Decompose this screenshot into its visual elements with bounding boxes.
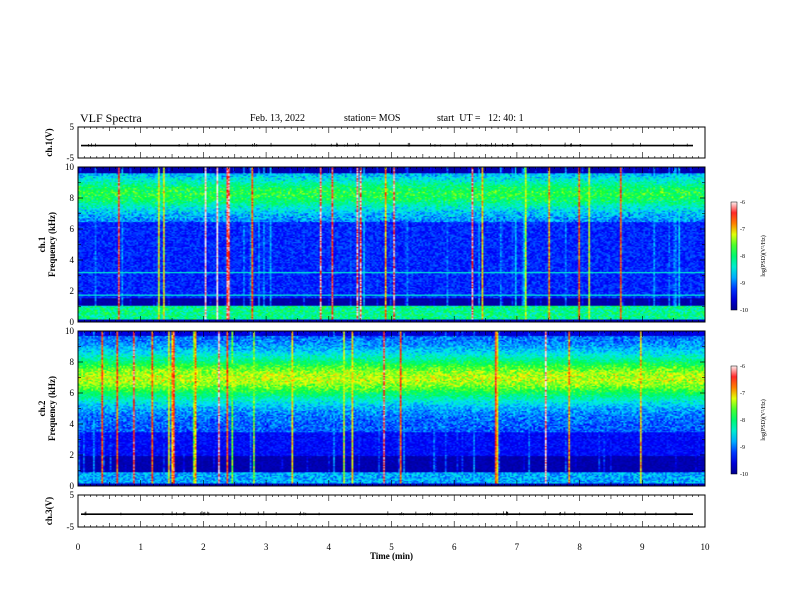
x-tick-label: 2 xyxy=(201,542,206,552)
colorbar-tick-label: -10 xyxy=(740,472,748,478)
y-tick-label: 10 xyxy=(65,326,75,336)
x-tick-label: 0 xyxy=(76,542,81,552)
x-tick-label: 1 xyxy=(138,542,143,552)
colorbar-tick-label: -7 xyxy=(740,391,745,397)
y-tick-label: 5 xyxy=(70,490,75,500)
ch1-waveform-panel xyxy=(77,126,706,159)
colorbar-tick-label: -7 xyxy=(740,227,745,233)
y-tick-label: -5 xyxy=(67,522,75,532)
ch1-spectrogram-heatmap xyxy=(78,167,705,322)
ch2-spectrogram-panel xyxy=(77,330,738,487)
y-tick-label: 4 xyxy=(70,255,75,265)
colorbar-tick-label: -9 xyxy=(740,445,745,451)
x-tick-label: 9 xyxy=(640,542,645,552)
x-tick-label: 3 xyxy=(264,542,269,552)
y-tick-label: 0 xyxy=(70,481,75,491)
colorbar-tick-label: -10 xyxy=(740,308,748,314)
colorbar-label: log(PSD)(V²/Hz) xyxy=(760,235,767,276)
colorbar-tick-label: -8 xyxy=(740,418,745,424)
colorbar-label: log(PSD)(V²/Hz) xyxy=(760,399,767,440)
y-tick-label: 2 xyxy=(70,450,75,460)
colorbar-tick-label: -6 xyxy=(740,364,745,370)
station-label: station= MOS xyxy=(344,113,401,124)
y-tick-label: 8 xyxy=(70,193,75,203)
colorbar xyxy=(730,201,738,311)
colorbar-tick-label: -6 xyxy=(740,200,745,206)
y-axis-label: Frequency (kHz) xyxy=(47,376,57,441)
x-tick-label: 10 xyxy=(701,542,711,552)
y-axis-label: ch.1(V) xyxy=(44,128,54,156)
x-axis-label: Time (min) xyxy=(370,551,413,561)
colorbar xyxy=(730,365,738,475)
y-axis-label: ch.1 xyxy=(37,236,47,252)
x-tick-label: 4 xyxy=(327,542,332,552)
start-time-label: start UT = 12: 40: 1 xyxy=(437,113,524,124)
x-tick-label: 6 xyxy=(452,542,457,552)
y-tick-label: 4 xyxy=(70,419,75,429)
ch3-waveform-panel xyxy=(77,494,706,528)
y-axis-label: ch.2 xyxy=(37,400,47,416)
y-tick-label: 5 xyxy=(70,122,75,132)
y-tick-label: 0 xyxy=(70,317,75,327)
colorbar-tick-label: -8 xyxy=(740,254,745,260)
y-tick-label: 2 xyxy=(70,286,75,296)
date-label: Feb. 13, 2022 xyxy=(250,113,305,124)
y-axis-label: Frequency (kHz) xyxy=(47,212,57,277)
x-tick-label: 8 xyxy=(577,542,582,552)
ch2-spectrogram-heatmap xyxy=(78,331,705,486)
y-tick-label: 6 xyxy=(70,388,75,398)
y-tick-label: -5 xyxy=(67,153,75,163)
x-tick-label: 5 xyxy=(389,542,394,552)
y-tick-label: 6 xyxy=(70,224,75,234)
y-tick-label: 10 xyxy=(65,162,75,172)
y-tick-label: 8 xyxy=(70,357,75,367)
ch1-spectrogram-panel xyxy=(77,166,738,323)
y-axis-label: ch.3(V) xyxy=(44,497,54,525)
x-tick-label: 7 xyxy=(515,542,520,552)
chart-title: VLF Spectra xyxy=(80,111,142,125)
colorbar-tick-label: -9 xyxy=(740,281,745,287)
